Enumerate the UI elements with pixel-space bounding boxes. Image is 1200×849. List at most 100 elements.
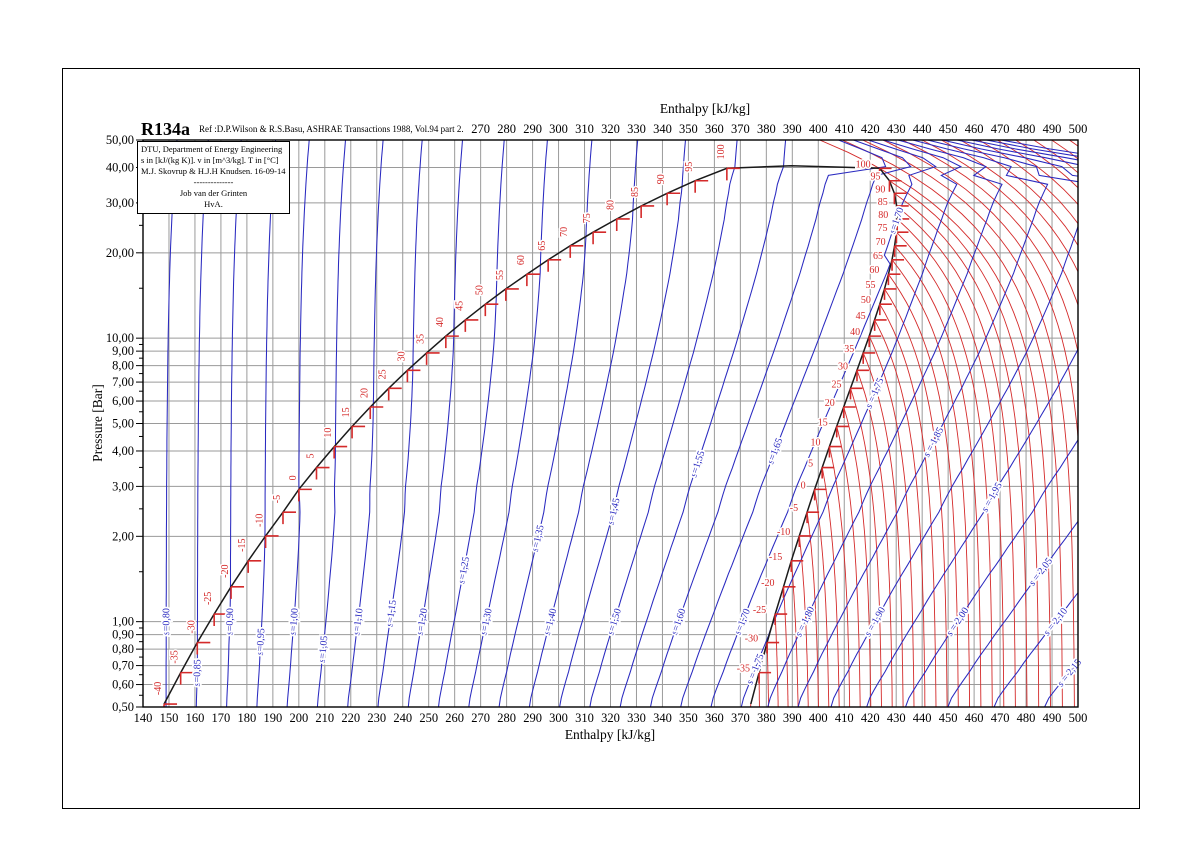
isentrope-label: s = 2,05 (1027, 556, 1055, 588)
vapor-temp-label: -35 (737, 664, 750, 675)
vapor-temp-tick (893, 245, 907, 257)
vapor-temp-tick (856, 369, 869, 382)
liquid-temp-tick (315, 466, 330, 480)
x-axis-top-tick-label: 410 (835, 122, 854, 136)
isentrope-label: s=0,90 (224, 608, 236, 635)
x-axis-bottom-tick-label: 230 (367, 711, 386, 725)
isentrope-label: s = 1,95 (980, 481, 1005, 514)
isentrope-line (947, 140, 1078, 707)
isotherm-line (941, 140, 1078, 273)
vapor-temp-label: -10 (777, 527, 790, 538)
liquid-temp-tick (213, 613, 228, 627)
y-axis-tick-label: 0,60 (112, 678, 134, 692)
x-axis-top-tick-label: 370 (731, 122, 750, 136)
liquid-temp-tick (615, 218, 630, 231)
isentrope-line (468, 140, 548, 707)
vapor-temp-tick (895, 205, 909, 217)
liquid-temp-tick (666, 192, 681, 206)
isentrope-line (528, 140, 639, 707)
isentrope-label: s=1,25 (456, 556, 472, 585)
isentrope-line (830, 140, 1078, 707)
isentrope-label: s=1,70 (887, 206, 906, 235)
vapor-temp-label: 75 (877, 223, 887, 234)
y-axis-tick-label: 9,00 (112, 344, 134, 358)
liquid-temp-label: 70 (559, 227, 570, 237)
liquid-temp-tick (179, 671, 194, 685)
x-axis-bottom-tick-label: 270 (471, 711, 490, 725)
isentrope-curves (165, 140, 1078, 707)
x-axis-top-tick-label: 420 (861, 122, 880, 136)
vapor-temp-tick (828, 445, 842, 458)
x-axis-top-tick-label: 490 (1043, 122, 1062, 136)
isentrope-line (316, 140, 347, 707)
vapor-temp-label: 95 (870, 172, 880, 183)
x-axis-top-tick-label: 330 (627, 122, 646, 136)
liquid-temp-tick (196, 641, 211, 655)
isotherm-line (790, 560, 799, 707)
vapor-temp-label: 100 (856, 159, 871, 170)
isotherm-line (888, 273, 959, 707)
y-axis-tick-label: 7,00 (112, 375, 134, 389)
x-axis-bottom-tick-label: 460 (965, 711, 984, 725)
isotherm-line (862, 352, 904, 707)
y-axis-tick-label: 50,00 (106, 133, 134, 147)
liquid-temp-tick (592, 231, 607, 245)
isentrope-line (589, 140, 738, 707)
liquid-temp-label: -20 (220, 564, 231, 577)
isentrope-line (986, 140, 1078, 707)
isentrope-line (905, 140, 1078, 707)
isotherm-line (884, 288, 948, 707)
x-axis-bottom-tick-label: 140 (134, 711, 153, 725)
isotherm-line (896, 218, 1005, 707)
isotherm-line (874, 319, 926, 707)
x-axis-bottom-tick-label: 220 (341, 711, 360, 725)
x-axis-bottom-tick-label: 360 (705, 711, 724, 725)
vapor-temp-label: 60 (869, 265, 879, 276)
vapor-temp-label: -25 (753, 605, 766, 616)
x-axis-top-tick-label: 430 (887, 122, 906, 136)
vapor-temp-tick (893, 192, 907, 205)
isentrope-label: s=1,05 (317, 635, 331, 663)
vapor-temp-tick (878, 167, 892, 180)
isotherm-line (843, 406, 872, 707)
vapor-temp-label: 30 (838, 361, 848, 372)
y-axis-tick-label: 1,00 (112, 615, 134, 629)
x-axis-bottom-tick-label: 500 (1069, 711, 1088, 725)
isentrope-label: s=1,10 (351, 608, 365, 636)
chart-title-row: R134a Ref :D.P.Wilson & R.S.Basu, ASHRAE… (141, 119, 464, 140)
x-axis-top-tick-label: 460 (965, 122, 984, 136)
isotherm-line (836, 426, 861, 707)
isotherm-line (850, 388, 882, 707)
y-axis-tick-label: 10,00 (106, 331, 134, 345)
x-axis-bottom-tick-label: 470 (991, 711, 1010, 725)
vapor-temp-label: -20 (761, 578, 774, 589)
liquid-temp-tick (230, 586, 245, 599)
isentrope-label: s=1,00 (288, 608, 301, 636)
vapor-temp-tick (891, 258, 905, 271)
liquid-temp-tick (247, 560, 262, 573)
isotherm-line (798, 535, 809, 707)
isentrope-line (710, 140, 937, 707)
x-axis-top-tick-label: 380 (757, 122, 776, 136)
x-axis-bottom-tick-label: 440 (913, 711, 932, 725)
info-box: DTU, Department of Energy Engineering s … (137, 141, 290, 214)
y-axis-tick-label: 2,00 (112, 529, 134, 543)
vapor-temp-tick (896, 218, 910, 230)
liquid-temp-label: 90 (656, 174, 667, 184)
x-axis-top-tick-label: 300 (549, 122, 568, 136)
liquid-temp-tick (726, 167, 740, 181)
vapor-temp-label: 40 (850, 327, 860, 338)
liquid-temp-tick (526, 273, 540, 287)
liquid-temp-label: 80 (606, 200, 617, 210)
isentrope-label: s=1,45 (606, 497, 623, 526)
isentrope-label: s=0,85 (192, 659, 204, 686)
x-axis-top-tick-label: 290 (523, 122, 542, 136)
x-axis-bottom-tick-label: 170 (212, 711, 231, 725)
x-axis-top-tick-label: 360 (705, 122, 724, 136)
info-line-divider: -------------- (193, 177, 234, 187)
isotherm-line (819, 140, 1051, 707)
vapor-temp-tick (813, 488, 827, 501)
x-axis-top-tick-label: 500 (1069, 122, 1088, 136)
vapor-temp-tick (774, 613, 788, 626)
isotherm-line (902, 140, 1078, 355)
